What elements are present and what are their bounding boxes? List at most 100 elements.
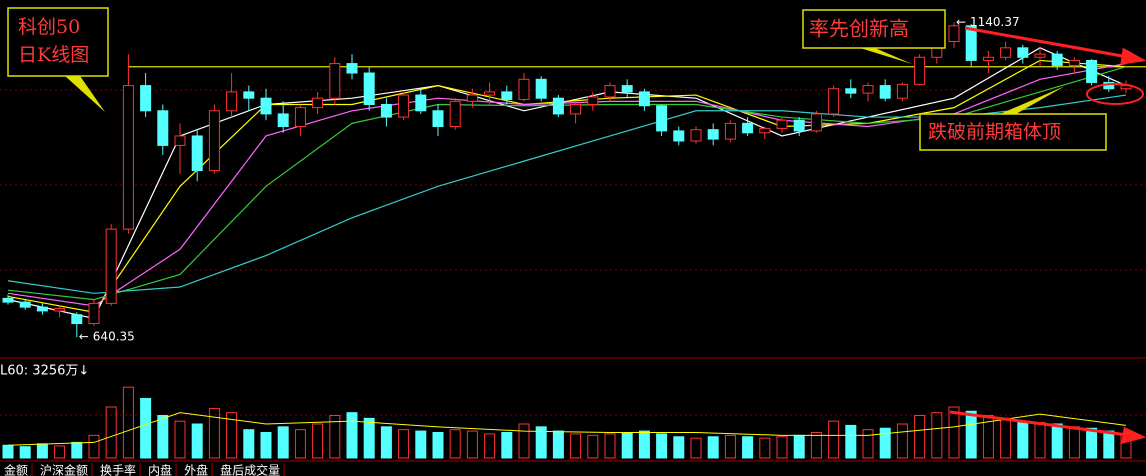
annotation: 跌破前期箱体顶 <box>928 121 1061 143</box>
volume-bar <box>914 415 926 459</box>
tab[interactable]: 沪深金额 <box>40 463 88 476</box>
candle-body <box>914 56 926 85</box>
pointer <box>860 48 912 64</box>
volume-bar <box>346 412 358 459</box>
arrow-head <box>1121 426 1146 445</box>
volume-bar <box>1051 423 1063 459</box>
volume-bar <box>88 434 100 459</box>
volume-bar <box>54 445 66 459</box>
max-label-arrow: ← <box>956 15 966 29</box>
volume-bar <box>140 398 152 459</box>
volume-bar <box>191 423 203 459</box>
pointer <box>1000 86 1065 114</box>
candle-body <box>1017 47 1029 58</box>
candle-body <box>690 129 702 142</box>
candle-body <box>1086 59 1098 83</box>
volume-bar <box>432 432 444 459</box>
volume-bar <box>931 412 943 459</box>
volume-bar <box>552 430 564 459</box>
volume-bar <box>466 430 478 459</box>
tab[interactable]: 换手率 <box>100 463 136 476</box>
volume-bar <box>398 429 410 459</box>
candle-body <box>312 97 324 109</box>
volume-bar <box>243 429 255 459</box>
tab[interactable]: 内盘 <box>148 463 172 476</box>
volume-bar <box>260 432 272 459</box>
volume-bar <box>724 434 736 459</box>
candle-body <box>896 83 908 99</box>
pointer <box>65 76 105 112</box>
annotation: 科创50 <box>18 16 80 38</box>
volume-bar <box>776 436 788 459</box>
annotation: 率先创新高 <box>809 17 909 41</box>
volume-bar <box>587 434 599 459</box>
candle-body <box>449 100 461 128</box>
volume-bar <box>2 444 14 459</box>
candle-body <box>742 122 754 134</box>
candle-body <box>19 301 31 308</box>
volume-bar <box>157 415 169 459</box>
arrow-head <box>1120 47 1146 65</box>
volume-bar <box>1086 427 1098 459</box>
min-label: 640.35 <box>93 330 135 344</box>
volume-bar <box>604 433 616 459</box>
volume-bar <box>879 427 891 459</box>
highlight-ellipse <box>1086 83 1144 105</box>
volume-bar <box>277 426 289 459</box>
candle-body <box>776 119 788 129</box>
volume-bar <box>329 415 341 459</box>
plot: ← 1140.37 ← 640.35 <box>2 15 1146 459</box>
volume-bar <box>810 432 822 459</box>
candle-body <box>208 110 220 172</box>
candle-body <box>277 113 289 128</box>
candle-body <box>982 56 994 61</box>
candle-body <box>828 88 840 115</box>
candle-body <box>621 85 633 93</box>
candle-body <box>380 103 392 118</box>
candle-body <box>587 96 599 105</box>
candle-body <box>638 91 650 107</box>
tab[interactable]: 金额 <box>4 463 28 476</box>
candle-body <box>673 130 685 142</box>
candle-body <box>965 25 977 61</box>
volume-bar <box>1017 420 1029 459</box>
volume-bar <box>174 420 186 459</box>
tab[interactable]: 外盘 <box>184 463 208 476</box>
volume-bar <box>226 412 238 459</box>
volume-bar <box>312 423 324 459</box>
volume-bar <box>570 433 582 459</box>
candle-body <box>466 94 478 102</box>
volume-bar <box>380 426 392 459</box>
volume-bar <box>965 410 977 459</box>
candle-body <box>363 72 375 105</box>
candle-body <box>157 110 169 146</box>
candle-body <box>1051 53 1063 66</box>
trend-arrow <box>964 26 1129 59</box>
annotation-box <box>7 7 109 77</box>
trend-arrows <box>949 26 1146 445</box>
candle-body <box>1000 47 1012 58</box>
candle-body <box>724 122 736 140</box>
candle-body <box>501 91 513 100</box>
candle-body <box>552 97 564 115</box>
tabs: 金额 沪深金额 换手率 内盘 外盘 盘后成交量 <box>4 463 285 476</box>
candle-body <box>518 78 530 100</box>
volume-bar <box>845 424 857 459</box>
volume-bar <box>71 441 83 459</box>
candle-body <box>604 85 616 98</box>
volume-bar <box>690 437 702 459</box>
candle-body <box>122 85 134 230</box>
candle-body <box>2 297 14 303</box>
candle-body <box>415 94 427 112</box>
volume-bar <box>208 407 220 459</box>
volume-bar <box>501 432 513 459</box>
candle-body <box>535 78 547 99</box>
volume-bar <box>656 433 668 459</box>
candle-body <box>140 85 152 112</box>
volume-bar <box>122 386 134 459</box>
volume-bar <box>638 430 650 459</box>
volume-bar <box>1103 430 1115 459</box>
tab[interactable]: 盘后成交量 <box>220 463 280 476</box>
